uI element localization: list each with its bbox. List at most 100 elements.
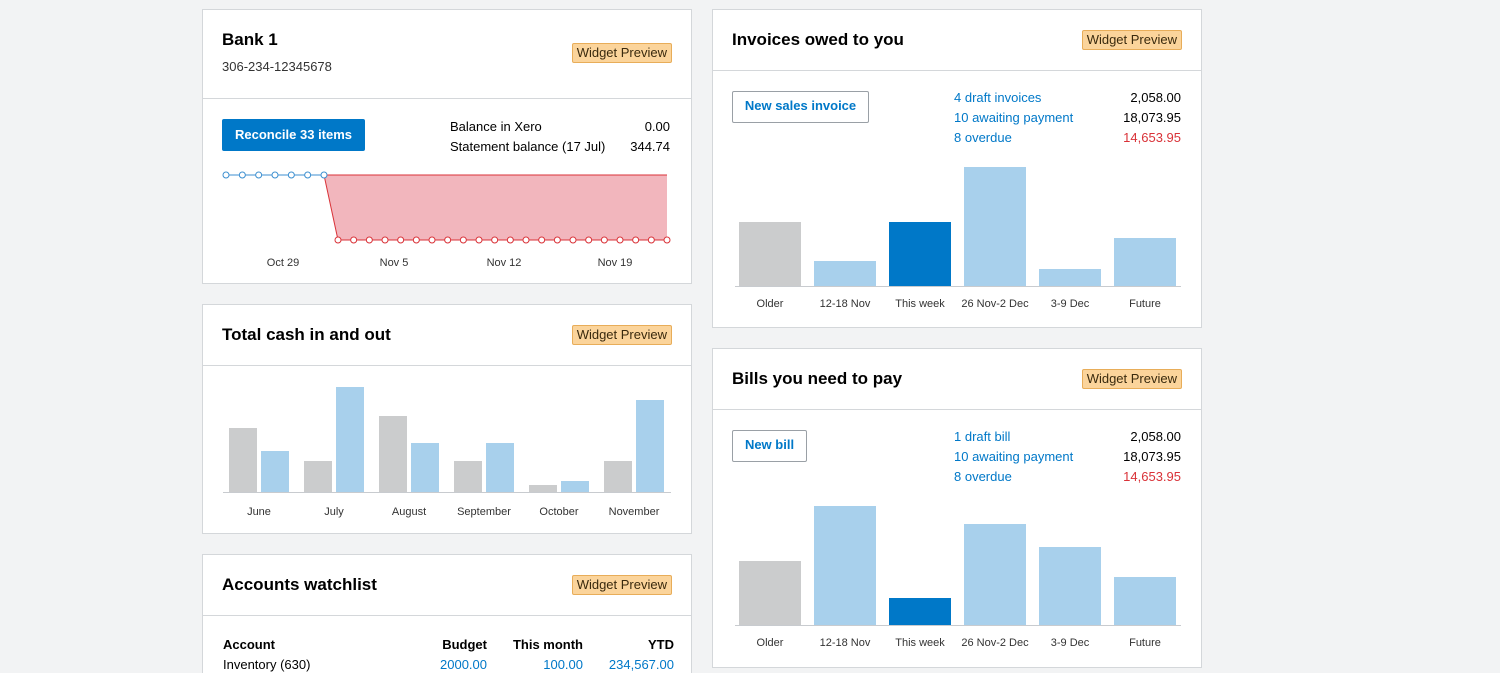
xero-point xyxy=(585,236,593,244)
x-tick-label: Nov 12 xyxy=(487,257,522,269)
bar-3-9-dec xyxy=(1039,269,1101,286)
xero-point xyxy=(475,236,483,244)
bar-this-week xyxy=(889,598,951,625)
bar-12-18-nov xyxy=(814,506,876,625)
balance-point xyxy=(255,171,263,179)
xero-point xyxy=(491,236,499,244)
x-tick-label: 3-9 Dec xyxy=(1051,298,1090,310)
divergence-line xyxy=(323,174,339,241)
overdue-link[interactable]: 8 overdue xyxy=(954,130,1012,145)
balance-point xyxy=(271,171,279,179)
xero-point xyxy=(412,236,420,244)
bar-3-9-dec xyxy=(1039,547,1101,625)
xero-point xyxy=(506,236,514,244)
cash-in-out-chart: June July August September October November xyxy=(223,387,671,518)
x-tick-label: 12-18 Nov xyxy=(820,298,871,310)
bills-title[interactable]: Bills you need to pay xyxy=(732,369,903,388)
awaiting-payment-link[interactable]: 10 awaiting payment xyxy=(954,449,1074,464)
x-tick-label: Future xyxy=(1129,298,1161,310)
balance-point xyxy=(304,171,312,179)
x-tick-label: 26 Nov-2 Dec xyxy=(961,298,1029,310)
new-sales-invoice-button[interactable]: New sales invoice xyxy=(732,91,869,123)
x-tick-label: Future xyxy=(1129,637,1161,649)
unreconciled-area xyxy=(324,175,667,240)
summary-row-draft[interactable]: 4 draft invoices 2,058.00 xyxy=(954,88,1181,108)
awaiting-payment-amount: 18,073.95 xyxy=(1123,449,1181,464)
bank-title[interactable]: Bank 1 xyxy=(222,30,278,49)
x-tick-label: 26 Nov-2 Dec xyxy=(961,637,1029,649)
bank-widget: Bank 1 306-234-12345678 Widget Preview R… xyxy=(202,9,692,284)
watchlist-table: Account Budget This month YTD Inventory … xyxy=(223,634,674,673)
bar-future xyxy=(1114,577,1176,625)
bar-older xyxy=(739,222,801,286)
watchlist-title[interactable]: Accounts watchlist xyxy=(222,575,377,594)
invoices-aging-chart: Older 12-18 Nov This week 26 Nov-2 Dec 3-9 D… xyxy=(735,167,1181,310)
bar-cash-out-june xyxy=(261,451,289,492)
draft-invoices-amount: 2,058.00 xyxy=(1130,90,1181,105)
statement-balance-value: 344.74 xyxy=(630,139,670,154)
ytd-value[interactable]: 234,567.00 xyxy=(608,656,674,672)
bar-cash-in-september xyxy=(454,461,482,492)
bar-cash-in-june xyxy=(229,428,257,492)
x-tick-label: July xyxy=(324,506,344,518)
reconcile-button[interactable]: Reconcile 33 items xyxy=(222,119,365,151)
watchlist-widget: Accounts watchlist Widget Preview Accoun… xyxy=(202,554,692,673)
xero-point xyxy=(428,236,436,244)
bills-widget: Bills you need to pay Widget Preview New… xyxy=(712,348,1202,668)
x-tick-label: September xyxy=(457,506,511,518)
xero-point xyxy=(522,236,530,244)
column-header-this-month: This month xyxy=(512,636,583,652)
summary-row-overdue[interactable]: 8 overdue 14,653.95 xyxy=(954,467,1181,487)
bar-cash-out-november xyxy=(636,400,664,492)
x-tick-label: Nov 5 xyxy=(380,257,409,269)
budget-value[interactable]: 2000.00 xyxy=(440,656,487,672)
summary-row-awaiting[interactable]: 10 awaiting payment 18,073.95 xyxy=(954,108,1181,128)
table-row: Inventory (630) 2000.00 100.00 234,567.0… xyxy=(223,654,674,673)
bar-26-nov-2-dec xyxy=(964,524,1026,625)
account-name: Inventory (630) xyxy=(223,656,311,672)
bar-cash-out-july xyxy=(336,387,364,492)
draft-bill-link[interactable]: 1 draft bill xyxy=(954,429,1011,444)
watchlist-header-row: Account Budget This month YTD xyxy=(223,634,674,654)
column-header-budget: Budget xyxy=(442,636,487,652)
x-tick-label: 3-9 Dec xyxy=(1051,637,1090,649)
new-bill-button[interactable]: New bill xyxy=(732,430,807,462)
xero-point xyxy=(632,236,640,244)
x-tick-label: August xyxy=(392,506,426,518)
bar-this-week xyxy=(889,222,951,286)
summary-row-overdue[interactable]: 8 overdue 14,653.95 xyxy=(954,128,1181,148)
widget-preview-badge: Widget Preview xyxy=(571,325,672,345)
invoices-widget-header: Invoices owed to you Widget Preview xyxy=(713,10,1201,71)
widget-preview-badge: Widget Preview xyxy=(571,43,672,63)
xero-point xyxy=(381,236,389,244)
bills-aging-chart: Older 12-18 Nov This week 26 Nov-2 Dec 3-9 D… xyxy=(735,506,1181,649)
awaiting-payment-link[interactable]: 10 awaiting payment xyxy=(954,110,1074,125)
balance-xero-value: 0.00 xyxy=(644,119,670,134)
bar-cash-out-september xyxy=(486,443,514,492)
xero-point xyxy=(553,236,561,244)
draft-invoices-link[interactable]: 4 draft invoices xyxy=(954,90,1042,105)
widget-preview-badge: Widget Preview xyxy=(571,575,672,595)
bar-12-18-nov xyxy=(814,261,876,286)
bar-future xyxy=(1114,238,1176,286)
bank-widget-header: Bank 1 306-234-12345678 Widget Preview xyxy=(203,10,691,99)
x-tick-label: June xyxy=(247,506,271,518)
cash-widget: Total cash in and out Widget Preview Jun… xyxy=(202,304,692,534)
x-tick-label: 12-18 Nov xyxy=(820,637,871,649)
cash-title[interactable]: Total cash in and out xyxy=(222,325,391,344)
xero-point xyxy=(616,236,624,244)
widget-preview-badge: Widget Preview xyxy=(1081,30,1182,50)
summary-row-draft[interactable]: 1 draft bill 2,058.00 xyxy=(954,427,1181,447)
xero-point xyxy=(334,236,342,244)
balance-xero-label: Balance in Xero xyxy=(450,119,542,134)
awaiting-payment-amount: 18,073.95 xyxy=(1123,110,1181,125)
this-month-value[interactable]: 100.00 xyxy=(543,656,583,672)
x-tick-label: This week xyxy=(895,637,945,649)
xero-point xyxy=(663,236,671,244)
summary-row-awaiting[interactable]: 10 awaiting payment 18,073.95 xyxy=(954,447,1181,467)
x-tick-label: Oct 29 xyxy=(267,257,299,269)
bar-cash-in-november xyxy=(604,461,632,492)
invoices-title[interactable]: Invoices owed to you xyxy=(732,30,904,49)
watchlist-widget-header: Accounts watchlist Widget Preview xyxy=(203,555,691,616)
overdue-link[interactable]: 8 overdue xyxy=(954,469,1012,484)
